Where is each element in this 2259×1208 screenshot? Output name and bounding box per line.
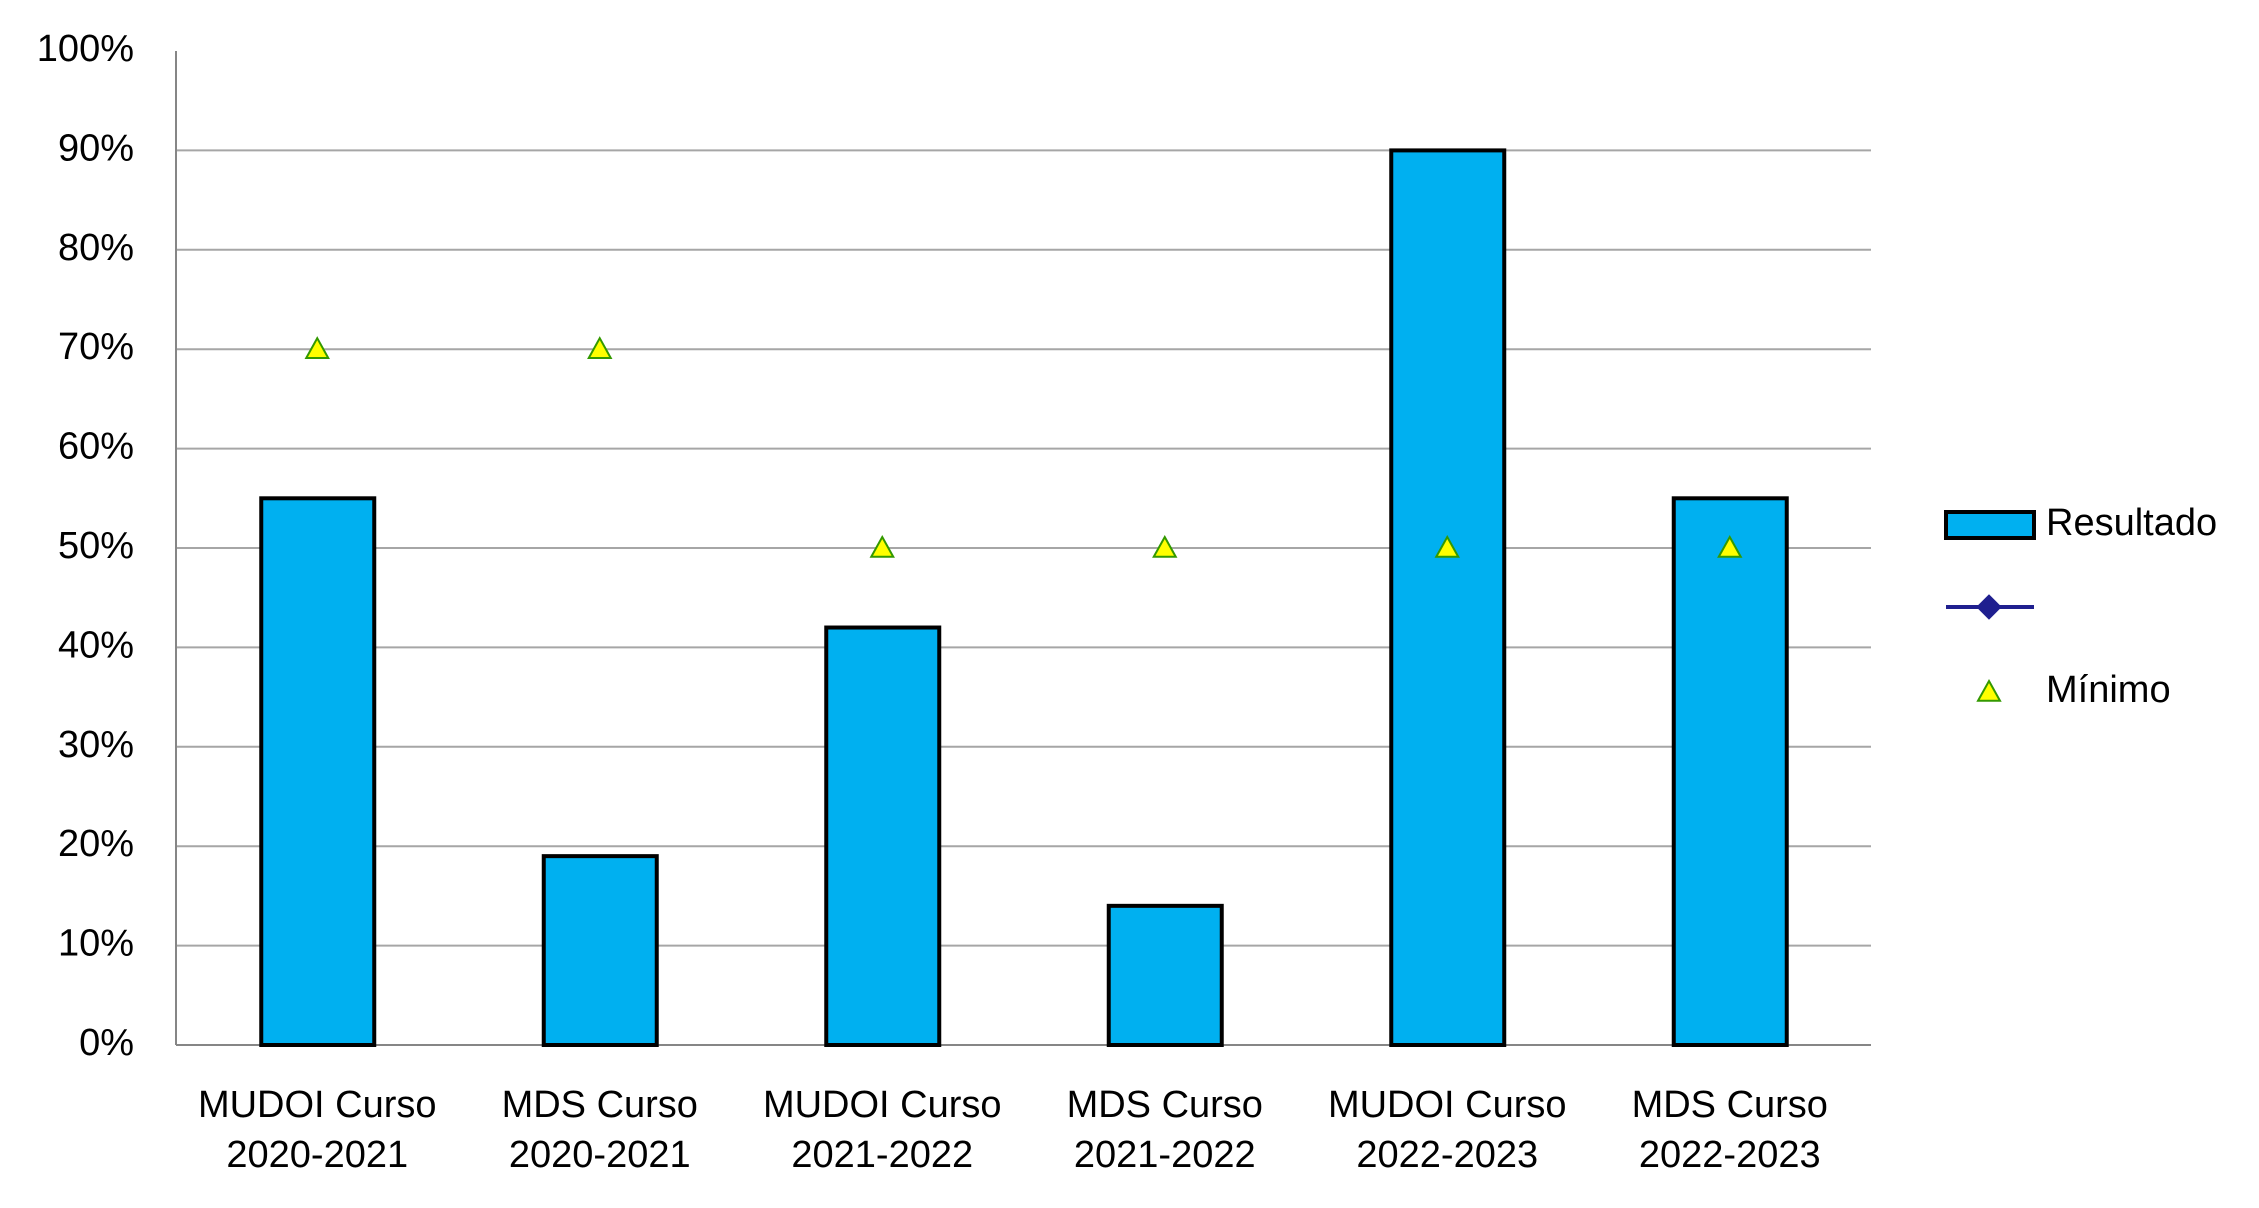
legend-label: Mínimo bbox=[2046, 669, 2171, 711]
x-tick-label: MDS Curso 2020-2021 bbox=[501, 1084, 698, 1176]
marker bbox=[1717, 534, 1743, 558]
y-tick-label: 30% bbox=[58, 724, 134, 766]
marker bbox=[587, 336, 613, 359]
x-tick-label: MDS Curso 2021-2022 bbox=[1066, 1084, 1263, 1176]
y-tick-label: 80% bbox=[58, 227, 134, 269]
bar bbox=[259, 496, 377, 1047]
y-tick-label: 10% bbox=[58, 923, 134, 965]
y-tick-label: 20% bbox=[58, 823, 134, 865]
bar bbox=[1389, 148, 1507, 1047]
bar bbox=[1671, 496, 1789, 1047]
legend-swatch bbox=[1944, 510, 2036, 540]
y-tick-label: 90% bbox=[58, 127, 134, 169]
y-tick-label: 50% bbox=[58, 525, 134, 567]
y-tick-label: 60% bbox=[58, 426, 134, 468]
legend-label: Resultado bbox=[2046, 502, 2217, 544]
bar bbox=[1106, 903, 1224, 1048]
x-tick-label: MUDOI Curso 2021-2022 bbox=[762, 1084, 1002, 1176]
marker bbox=[869, 534, 895, 558]
y-tick-label: 70% bbox=[58, 326, 134, 368]
y-tick-label: 40% bbox=[58, 624, 134, 666]
x-tick-label: MUDOI Curso 2022-2023 bbox=[1327, 1084, 1567, 1176]
legend-marker bbox=[1976, 594, 2002, 620]
marker bbox=[1152, 534, 1178, 558]
marker bbox=[1434, 534, 1460, 558]
marker bbox=[304, 336, 330, 359]
y-tick-label: 100% bbox=[37, 28, 134, 70]
x-tick-label: MUDOI Curso 2020-2021 bbox=[197, 1084, 437, 1176]
bar bbox=[824, 625, 942, 1048]
y-tick-label: 0% bbox=[79, 1022, 134, 1064]
bar bbox=[541, 854, 659, 1048]
x-tick-label: MDS Curso 2022-2023 bbox=[1631, 1084, 1828, 1176]
legend-marker bbox=[1976, 678, 2002, 702]
